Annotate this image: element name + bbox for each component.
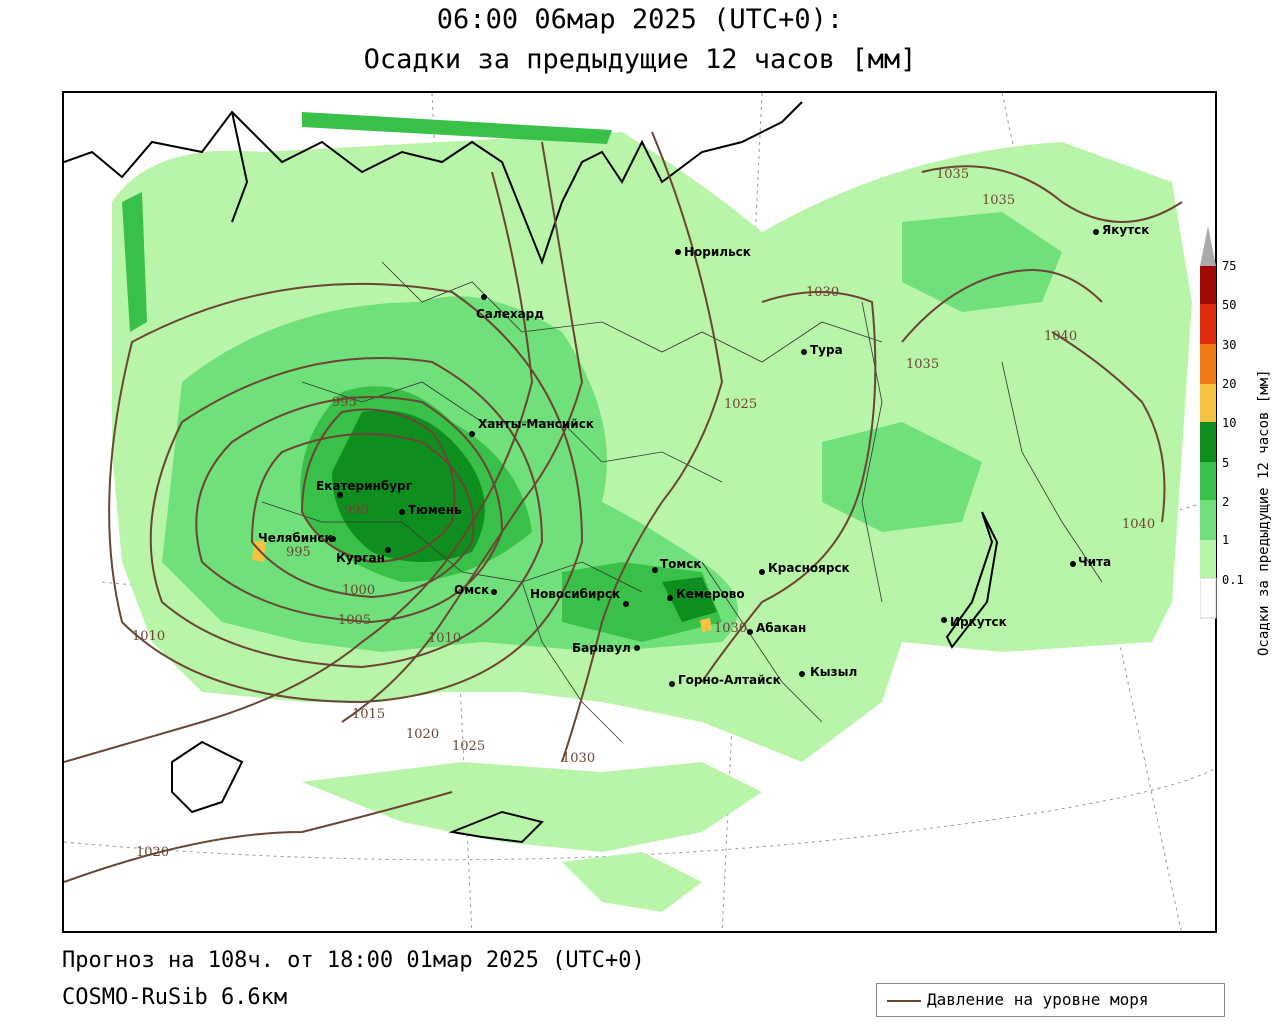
city-label: Норильск [684,245,751,259]
city-marker [399,509,405,515]
colorbar-tick: 75 [1222,259,1237,273]
colorbar-seg-2-5 [1200,462,1216,500]
isobar-label: 995 [286,545,311,560]
colorbar-seg-30-50 [1200,304,1216,344]
city-marker [801,349,807,355]
isobar-label: 1010 [132,629,165,644]
isobar-label: 995 [332,395,357,410]
city-label: Горно-Алтайск [678,673,781,687]
city-marker [330,536,336,542]
colorbar-seg-50-75 [1200,266,1216,304]
city-label: Иркутск [950,615,1007,629]
city-marker [337,492,343,498]
city-label: Омск [454,583,489,597]
city-label: Тура [810,343,843,357]
isobar-label: 1020 [136,845,169,860]
colorbar-tick: 30 [1222,338,1237,352]
colorbar-swatches [1200,226,1217,619]
city-marker [799,671,805,677]
colorbar-seg-5-10 [1200,422,1216,462]
city-marker [1070,561,1076,567]
city-marker [669,681,675,687]
city-marker [747,629,753,635]
colorbar-seg-1-2 [1200,500,1216,540]
isobar-label: 1020 [406,727,439,742]
precipitation-zones [112,112,1192,912]
isobar-labels: 1035 1035 1030 1040 1035 1025 995 990 99… [132,167,1155,860]
colorbar-seg-20-30 [1200,344,1216,384]
isobar-label: 1035 [936,167,969,182]
isobar-label: 1025 [452,739,485,754]
isobar-label: 1015 [352,707,385,722]
isobar-legend-swatch [887,1000,921,1002]
city-label: Ханты-Мансийск [478,417,594,431]
isobars [64,131,1183,883]
isobar-label: 1005 [338,613,371,628]
isobar-label: 1035 [982,193,1015,208]
city-marker [634,645,640,651]
isobar-label: 1000 [342,583,375,598]
legend-label: Давление на уровне моря [927,990,1149,1009]
city-label: Чита [1078,555,1111,569]
forecast-info: Прогноз на 108ч. от 18:00 01мар 2025 (UT… [62,948,645,973]
colorbar-seg-below [1200,577,1217,619]
city-marker [491,589,497,595]
coastlines [64,101,999,844]
map-canvas: 1035 1035 1030 1040 1035 1025 995 990 99… [64,93,1215,931]
city-label: Якутск [1102,223,1149,237]
city-marker [675,249,681,255]
city-label: Кемерово [676,587,745,601]
city-label: Тюмень [408,503,462,517]
cities: Норильск Якутск Салехард Тура Ханты-Манс… [258,223,1149,687]
city-marker [469,431,475,437]
city-label: Абакан [756,621,806,635]
colorbar-arrow [1200,226,1216,266]
city-label: Новосибирск [530,587,620,601]
colorbar-tick: 0.1 [1222,573,1244,587]
precipitation-map: 1035 1035 1030 1040 1035 1025 995 990 99… [62,91,1217,933]
city-marker [1093,229,1099,235]
city-label: Томск [660,557,702,571]
colorbar-tick: 5 [1222,456,1230,470]
isobar-label: 1030 [562,751,595,766]
city-label: Красноярск [768,561,850,575]
isobar-label: 1035 [906,357,939,372]
colorbar-tick: 10 [1222,416,1237,430]
city-label: Екатеринбург [316,479,412,493]
city-marker [759,569,765,575]
map-legend: Давление на уровне моря [876,983,1225,1017]
city-label: Челябинск [258,531,333,545]
isobar-label: 1010 [428,631,461,646]
city-marker [623,601,629,607]
isobar-label: 990 [344,503,369,518]
colorbar-seg-10-20 [1200,384,1216,422]
region-borders [261,261,1103,743]
isobar-label: 1040 [1044,329,1077,344]
colorbar-tick: 2 [1222,495,1230,509]
isobar-label: 1030 [714,621,747,636]
colorbar-tick: 1 [1222,533,1230,547]
model-name: COSMO-RuSib 6.6км [62,985,288,1010]
colorbar-tick: 20 [1222,377,1237,391]
city-label: Барнаул [572,641,631,655]
city-marker [481,294,487,300]
city-marker [385,547,391,553]
isobar-label: 1030 [806,285,839,300]
colorbar-label: Осадки за предыдущие 12 часов [мм] [1256,369,1272,656]
city-marker [667,595,673,601]
city-label: Кызыл [810,665,857,679]
map-title: 06:00 06мар 2025 (UTC+0): [436,4,844,35]
city-marker [941,617,947,623]
city-label: Курган [336,551,385,565]
colorbar-seg-0.1-1 [1200,540,1216,578]
colorbar-tick: 50 [1222,298,1237,312]
isobar-label: 1025 [724,397,757,412]
city-label: Салехард [476,307,544,321]
isobar-label: 1040 [1122,517,1155,532]
city-marker [652,567,658,573]
map-subtitle: Осадки за предыдущие 12 часов [мм] [363,44,917,75]
